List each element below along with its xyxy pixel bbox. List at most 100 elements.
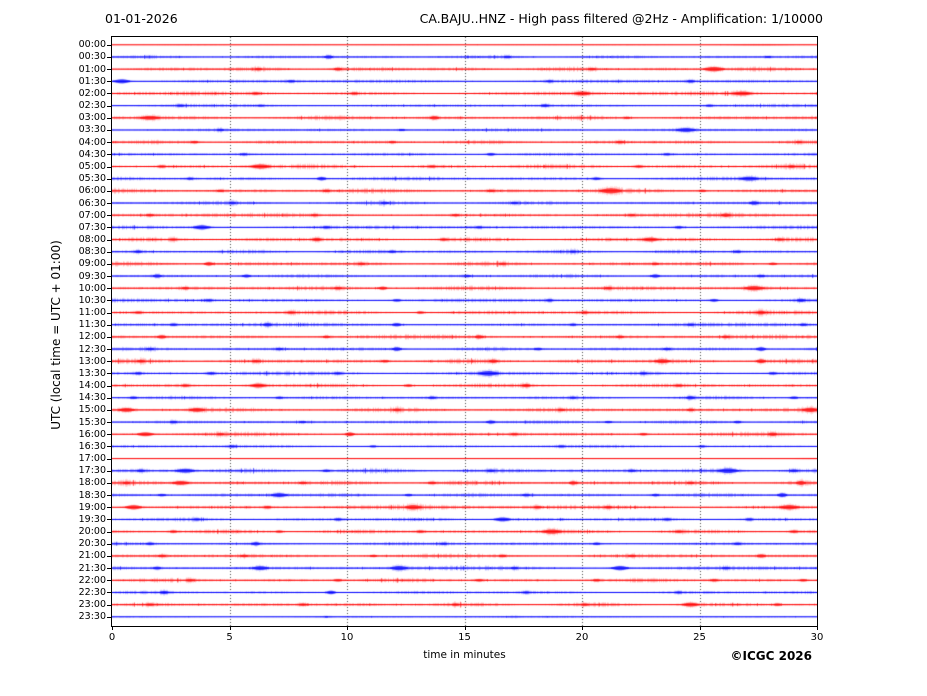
y-tick xyxy=(107,556,111,557)
y-tick-label: 21:00 xyxy=(78,550,106,562)
y-tick-label: 12:30 xyxy=(78,343,106,355)
x-tick-label: 10 xyxy=(340,632,354,643)
y-tick xyxy=(107,532,111,533)
y-tick xyxy=(107,471,111,472)
x-tick xyxy=(112,626,113,630)
y-tick-label: 23:00 xyxy=(78,599,106,611)
y-tick-label: 07:00 xyxy=(78,209,106,221)
y-tick-label: 19:30 xyxy=(78,513,106,525)
y-tick xyxy=(107,227,111,228)
y-tick xyxy=(107,179,111,180)
y-tick xyxy=(107,592,111,593)
y-tick-label: 09:00 xyxy=(78,258,106,270)
y-tick xyxy=(107,167,111,168)
y-tick-label: 04:30 xyxy=(78,148,106,160)
x-tick xyxy=(347,626,348,630)
x-tick xyxy=(582,626,583,630)
copyright-label: ©ICGC 2026 xyxy=(730,649,812,663)
y-tick xyxy=(107,349,111,350)
y-tick xyxy=(107,69,111,70)
y-tick xyxy=(107,483,111,484)
y-tick-label: 09:30 xyxy=(78,270,106,282)
y-tick-label: 13:00 xyxy=(78,355,106,367)
y-tick-label: 12:00 xyxy=(78,331,106,343)
y-tick-label: 21:30 xyxy=(78,562,106,574)
x-axis-label: time in minutes xyxy=(423,649,506,661)
y-tick xyxy=(107,519,111,520)
y-tick-label: 03:30 xyxy=(78,124,106,136)
y-tick-label: 04:00 xyxy=(78,136,106,148)
y-tick xyxy=(107,276,111,277)
y-tick-label: 06:30 xyxy=(78,197,106,209)
y-tick-label: 22:00 xyxy=(78,574,106,586)
y-tick-label: 11:00 xyxy=(78,307,106,319)
y-tick xyxy=(107,118,111,119)
date-title: 01-01-2026 xyxy=(105,11,178,26)
y-tick xyxy=(107,313,111,314)
plot-area xyxy=(111,36,818,627)
x-tick xyxy=(465,626,466,630)
y-tick xyxy=(107,459,111,460)
y-tick-label: 02:30 xyxy=(78,100,106,112)
y-tick-label: 07:30 xyxy=(78,221,106,233)
y-tick xyxy=(107,386,111,387)
y-tick-label: 17:00 xyxy=(78,453,106,465)
y-tick xyxy=(107,240,111,241)
seismogram-canvas xyxy=(112,37,817,626)
x-tick-label: 5 xyxy=(226,632,233,643)
y-tick-label: 08:30 xyxy=(78,246,106,258)
y-tick xyxy=(107,507,111,508)
y-tick-label: 01:00 xyxy=(78,63,106,75)
x-tick xyxy=(817,626,818,630)
y-tick xyxy=(107,605,111,606)
y-tick xyxy=(107,191,111,192)
y-tick xyxy=(107,361,111,362)
y-tick-label: 17:30 xyxy=(78,465,106,477)
y-tick-label: 02:00 xyxy=(78,87,106,99)
y-tick-label: 15:30 xyxy=(78,416,106,428)
y-tick-label: 23:30 xyxy=(78,611,106,623)
y-tick-label: 14:30 xyxy=(78,392,106,404)
y-tick xyxy=(107,93,111,94)
y-tick xyxy=(107,81,111,82)
station-title: CA.BAJU..HNZ - High pass filtered @2Hz -… xyxy=(419,11,823,26)
y-tick-label: 19:00 xyxy=(78,501,106,513)
y-tick-label: 05:30 xyxy=(78,173,106,185)
y-tick-label: 16:30 xyxy=(78,440,106,452)
y-tick xyxy=(107,325,111,326)
y-tick-label: 00:30 xyxy=(78,51,106,63)
x-tick-label: 15 xyxy=(458,632,471,643)
y-tick-label: 20:00 xyxy=(78,526,106,538)
x-tick-label: 0 xyxy=(108,632,116,643)
y-tick-label: 03:00 xyxy=(78,112,106,124)
y-tick xyxy=(107,154,111,155)
y-tick xyxy=(107,495,111,496)
y-tick xyxy=(107,434,111,435)
x-tick xyxy=(230,626,231,630)
x-tick-label: 20 xyxy=(575,632,589,643)
y-tick xyxy=(107,410,111,411)
y-tick-label: 15:00 xyxy=(78,404,106,416)
y-tick xyxy=(107,142,111,143)
y-tick xyxy=(107,373,111,374)
y-tick xyxy=(107,544,111,545)
y-tick xyxy=(107,106,111,107)
y-tick-label: 10:00 xyxy=(78,282,106,294)
y-tick xyxy=(107,252,111,253)
y-tick-label: 01:30 xyxy=(78,75,106,87)
y-tick xyxy=(107,446,111,447)
x-tick-label: 25 xyxy=(693,632,706,643)
y-tick-label: 18:00 xyxy=(78,477,106,489)
y-tick-label: 10:30 xyxy=(78,294,106,306)
y-tick xyxy=(107,215,111,216)
y-tick-label: 06:00 xyxy=(78,185,106,197)
y-tick xyxy=(107,45,111,46)
y-tick-label: 11:30 xyxy=(78,319,106,331)
y-tick-label: 18:30 xyxy=(78,489,106,501)
y-tick-label: 08:00 xyxy=(78,234,106,246)
y-tick xyxy=(107,57,111,58)
x-tick-label: 30 xyxy=(810,632,824,643)
y-tick xyxy=(107,300,111,301)
x-tick xyxy=(700,626,701,630)
y-tick xyxy=(107,617,111,618)
